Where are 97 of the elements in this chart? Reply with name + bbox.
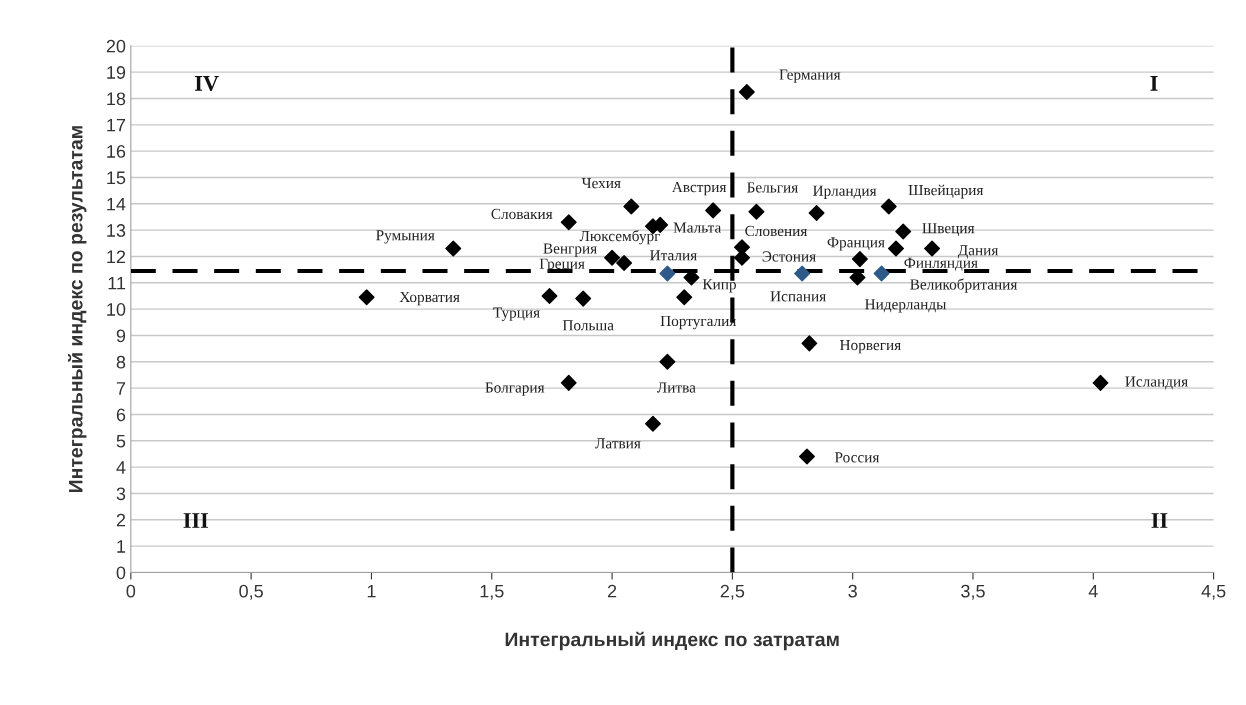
y-tick-label: 7 [116, 382, 126, 395]
annotation: Нидерланды [865, 299, 947, 313]
annotation: Дания [957, 245, 999, 259]
annotation: Франция [827, 237, 885, 251]
annotation: Словения [745, 225, 808, 237]
y-tick-label: 9 [116, 329, 126, 343]
annotation: Чехия [581, 178, 621, 189]
point [794, 265, 811, 282]
y-tick-label: 14 [107, 197, 126, 211]
y-tick-label: 4 [116, 461, 126, 474]
point [659, 353, 676, 370]
annotation: Хорватия [399, 291, 460, 306]
annotation: III [183, 513, 209, 528]
point [604, 249, 621, 266]
point [851, 251, 868, 268]
y-tick-label: 2 [116, 513, 126, 527]
point [560, 374, 577, 391]
annotation: Германия [779, 69, 841, 83]
y-tick-label: 1 [117, 540, 126, 553]
annotation: Турция [493, 307, 540, 321]
annotation: Австрия [671, 181, 727, 196]
annotation: Швеция [922, 223, 975, 237]
y-tick-label: 6 [116, 408, 126, 422]
annotation: Литва [657, 382, 696, 393]
y-tick-label: 3 [116, 487, 126, 501]
annotation: Греция [539, 258, 585, 272]
y-axis-title: Интегральный индекс по результатам [67, 126, 87, 493]
point [705, 202, 722, 219]
y-tick-label: 18 [107, 92, 126, 106]
annotation: Россия [834, 452, 880, 463]
point [801, 335, 818, 352]
annotation: Болгария [485, 382, 545, 396]
y-tick-label: 8 [116, 355, 126, 369]
x-tick-label: 3 [848, 584, 857, 598]
annotation: Ирландия [813, 185, 877, 199]
annotation: Финляндия [904, 257, 978, 271]
annotation: Португалия [660, 315, 737, 330]
x-tick-label: 0,5 [239, 584, 263, 600]
point [808, 205, 825, 222]
point [541, 287, 558, 304]
annotation: Люксембург [579, 230, 661, 245]
y-tick-label: 16 [107, 145, 126, 158]
annotation: I [1150, 76, 1158, 91]
annotation: Италия [650, 250, 697, 261]
point [358, 289, 375, 306]
point [1092, 374, 1109, 391]
y-tick-label: 15 [107, 171, 126, 185]
annotation: Словакия [491, 208, 553, 220]
y-tick-label: 19 [107, 66, 126, 79]
y-tick-label: 20 [106, 39, 126, 53]
annotation: Мальта [673, 222, 722, 233]
y-tick-label: 10 [107, 303, 126, 316]
y-tick-label: 17 [107, 118, 126, 132]
y-tick-label: 12 [107, 250, 126, 264]
point [676, 289, 693, 306]
x-axis-title: Интегральный индекс по затратам [505, 631, 839, 651]
x-tick-label: 3,5 [961, 584, 985, 600]
y-tick-label: 11 [108, 276, 126, 290]
point [445, 240, 462, 257]
y-tick-label: 13 [107, 224, 126, 237]
annotation: Латвия [595, 438, 641, 449]
point [623, 198, 640, 215]
point [575, 290, 592, 307]
annotation: Великобритания [910, 278, 1018, 293]
annotation: IV [195, 76, 219, 91]
point [888, 240, 904, 257]
x-tick-label: 4 [1088, 584, 1098, 598]
annotation: Венгрия [543, 243, 597, 257]
point [644, 415, 661, 432]
annotation: Испания [770, 291, 826, 302]
annotation: Кипр [702, 279, 736, 293]
point [748, 203, 765, 220]
annotation: II [1151, 513, 1168, 528]
point [798, 448, 815, 465]
annotation: Норвегия [839, 340, 901, 354]
annotation: Швейцария [908, 184, 984, 199]
y-tick-label: 5 [116, 434, 126, 448]
x-tick-label: 0 [126, 584, 136, 598]
point [880, 198, 897, 215]
point [895, 223, 912, 240]
x-tick-label: 1 [367, 584, 376, 598]
annotation: Эстония [762, 251, 816, 262]
annotation: Польша [562, 320, 614, 331]
point [616, 255, 633, 272]
point [560, 214, 577, 231]
x-tick-label: 2 [607, 584, 617, 598]
x-tick-label: 4,5 [1201, 584, 1226, 600]
annotation: Бельгия [747, 182, 798, 193]
point [924, 240, 941, 257]
annotation: Румыния [376, 230, 435, 244]
point [873, 265, 890, 282]
point [659, 265, 676, 282]
point [738, 83, 755, 100]
x-tick-label: 2,5 [720, 584, 745, 600]
y-tick-label: 0 [116, 566, 126, 580]
x-tick-label: 1,5 [480, 584, 504, 600]
annotation: Исландия [1125, 376, 1188, 390]
